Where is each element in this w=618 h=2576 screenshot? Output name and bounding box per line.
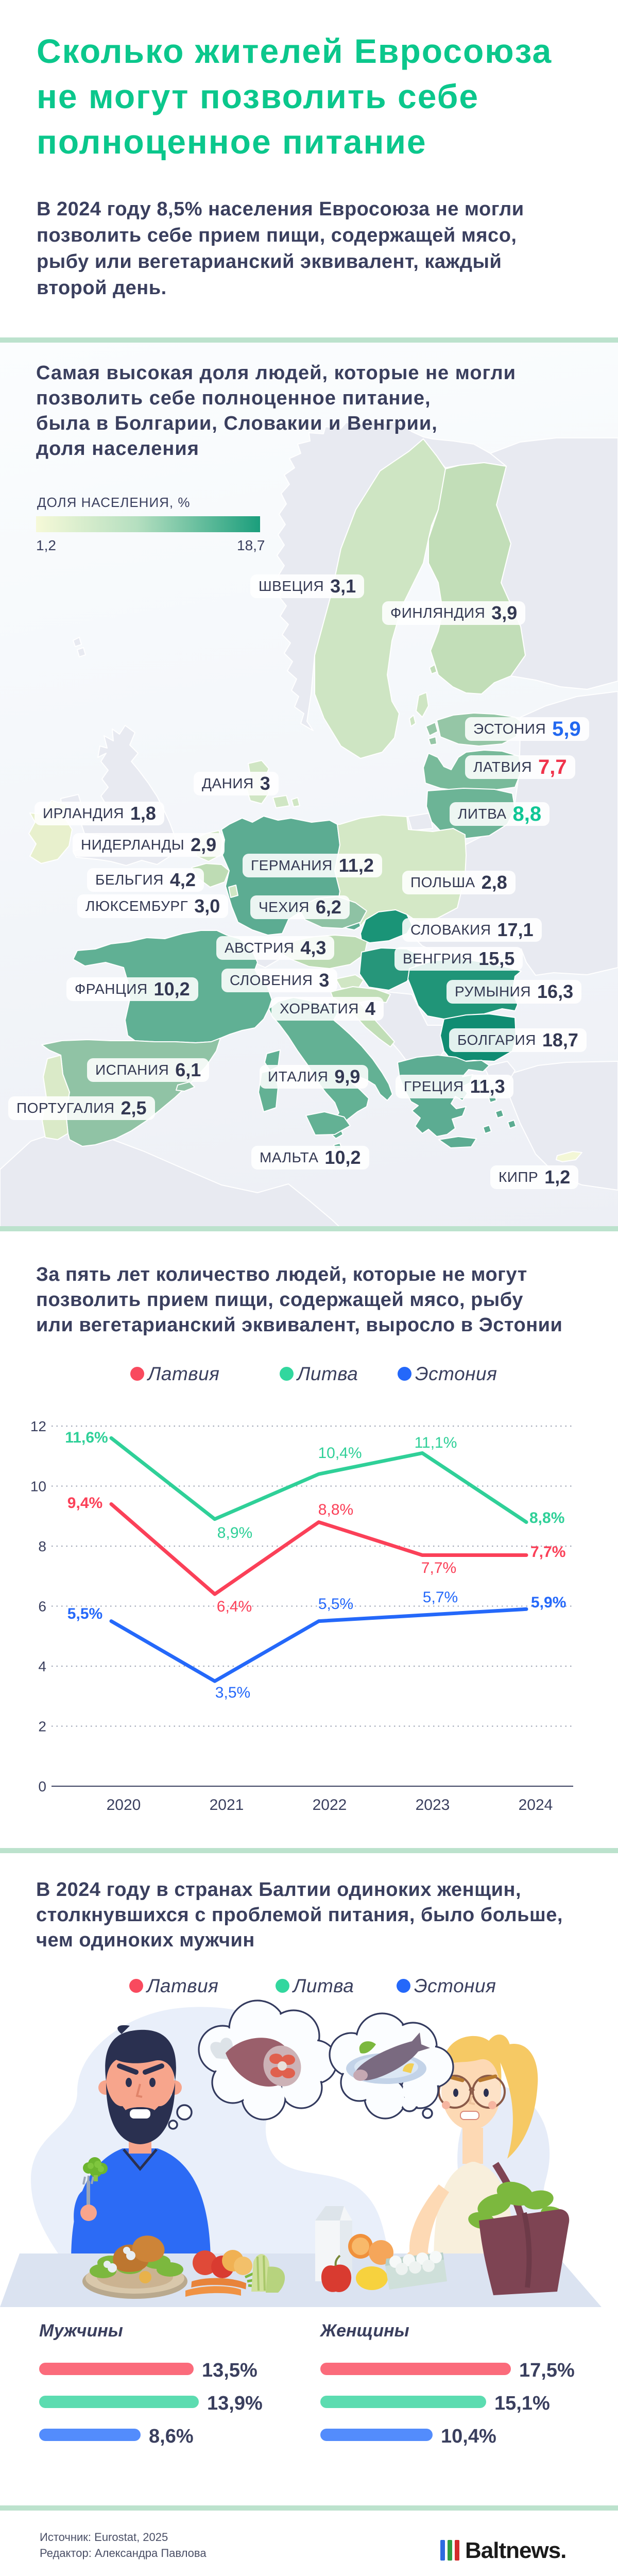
svg-text:11,1%: 11,1% (415, 1434, 457, 1451)
svg-text:7,7%: 7,7% (530, 1544, 565, 1561)
svg-text:2: 2 (38, 1719, 46, 1735)
svg-text:2023: 2023 (416, 1797, 450, 1814)
svg-text:Baltnews.: Baltnews. (465, 2539, 566, 2562)
svg-text:3,5%: 3,5% (215, 1684, 250, 1701)
svg-text:7,7%: 7,7% (421, 1560, 456, 1577)
svg-text:8,8%: 8,8% (318, 1501, 353, 1518)
svg-text:10,4%: 10,4% (318, 1445, 362, 1462)
svg-text:8,9%: 8,9% (217, 1524, 252, 1541)
svg-text:8: 8 (38, 1538, 46, 1554)
svg-text:5,5%: 5,5% (67, 1605, 102, 1622)
svg-text:5,9%: 5,9% (531, 1594, 566, 1611)
svg-text:8,8%: 8,8% (529, 1510, 564, 1527)
svg-text:11,6%: 11,6% (65, 1429, 108, 1446)
svg-text:2021: 2021 (210, 1797, 244, 1814)
svg-text:6,4%: 6,4% (217, 1598, 252, 1615)
svg-text:9,4%: 9,4% (67, 1495, 102, 1512)
svg-text:5,7%: 5,7% (423, 1589, 458, 1606)
svg-text:4: 4 (38, 1658, 46, 1674)
svg-text:12: 12 (30, 1418, 46, 1434)
svg-text:5,5%: 5,5% (318, 1596, 353, 1613)
svg-text:10: 10 (30, 1479, 46, 1495)
svg-text:2022: 2022 (313, 1797, 347, 1814)
svg-text:2024: 2024 (519, 1797, 553, 1814)
svg-text:6: 6 (38, 1599, 46, 1615)
svg-text:0: 0 (38, 1778, 46, 1794)
svg-text:2020: 2020 (107, 1797, 141, 1814)
